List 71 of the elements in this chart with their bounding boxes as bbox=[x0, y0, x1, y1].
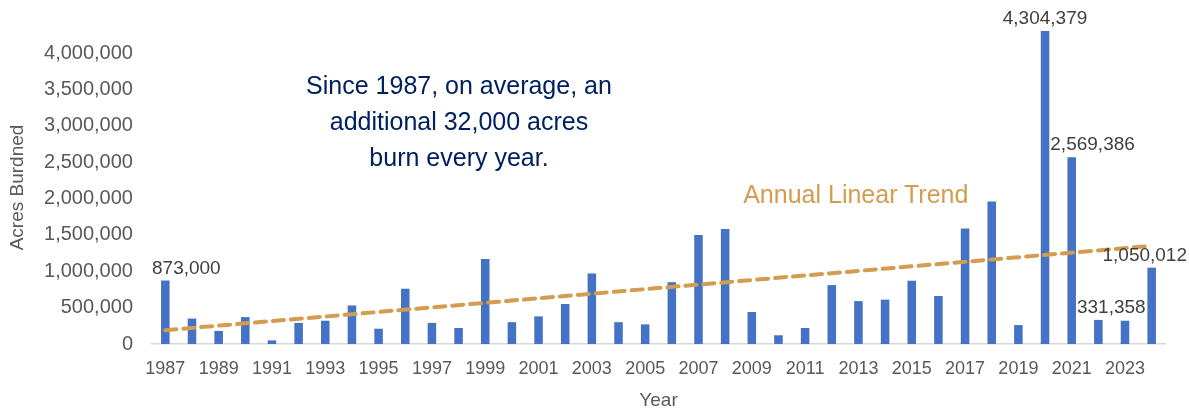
y-axis-title: Acres Burdned bbox=[5, 124, 27, 251]
bar bbox=[934, 296, 943, 344]
y-tick-label: 1,000,000 bbox=[44, 258, 133, 281]
bar bbox=[1040, 31, 1050, 344]
x-tick-label: 2013 bbox=[838, 357, 879, 378]
x-tick-label: 2003 bbox=[571, 357, 612, 378]
x-tick-label: 2017 bbox=[945, 357, 986, 378]
bar bbox=[800, 328, 810, 344]
x-tick-label: 2001 bbox=[518, 357, 559, 378]
x-tick-label: 2009 bbox=[731, 357, 772, 378]
bar bbox=[507, 322, 517, 344]
bar bbox=[587, 273, 597, 344]
y-tick-label: 2,000,000 bbox=[44, 186, 133, 209]
x-tick-label: 2007 bbox=[678, 357, 719, 378]
x-tick-label: 1989 bbox=[198, 357, 239, 378]
x-tick-label: 2023 bbox=[1104, 357, 1146, 378]
y-tick-label: 2,500,000 bbox=[44, 149, 133, 172]
bar bbox=[694, 234, 703, 344]
x-tick-label: 2019 bbox=[998, 357, 1039, 378]
bar bbox=[1014, 325, 1023, 344]
bar bbox=[854, 301, 863, 344]
bar bbox=[161, 280, 170, 344]
data-label: 1,050,012 bbox=[1102, 243, 1188, 265]
y-tick-label: 3,500,000 bbox=[44, 77, 133, 100]
bar bbox=[907, 280, 917, 344]
x-tick-label: 2011 bbox=[785, 357, 825, 378]
bar bbox=[614, 322, 623, 344]
x-tick-label: 1991 bbox=[251, 357, 292, 378]
x-tick-label: 2005 bbox=[625, 357, 666, 378]
x-tick-label: 1993 bbox=[305, 357, 346, 378]
y-tick-label: 1,500,000 bbox=[44, 222, 133, 245]
bar bbox=[987, 201, 996, 344]
bar bbox=[374, 328, 383, 344]
y-tick-label: 500,000 bbox=[60, 295, 133, 318]
bar bbox=[827, 285, 837, 344]
bar bbox=[880, 299, 890, 344]
data-label: 4,304,379 bbox=[1002, 7, 1088, 28]
bar bbox=[1120, 320, 1130, 344]
y-tick-label: 3,000,000 bbox=[44, 113, 133, 136]
x-tick-label: 1987 bbox=[145, 357, 186, 378]
bar bbox=[321, 320, 330, 344]
x-tick-label: 1999 bbox=[465, 357, 506, 378]
bar bbox=[774, 335, 783, 344]
y-tick-label: 0 bbox=[121, 331, 133, 354]
x-tick-label: 1997 bbox=[411, 357, 452, 378]
bar bbox=[560, 304, 570, 344]
bar bbox=[640, 324, 650, 344]
text: Annual Linear Trend bbox=[743, 180, 969, 209]
bar bbox=[1067, 157, 1076, 344]
bar bbox=[400, 288, 410, 344]
bar bbox=[747, 312, 757, 344]
bar bbox=[1147, 267, 1156, 344]
bar bbox=[214, 330, 223, 344]
data-label: 2,569,386 bbox=[1050, 133, 1135, 155]
bar bbox=[480, 258, 490, 344]
bar bbox=[534, 316, 543, 344]
x-axis-title: Year bbox=[639, 388, 679, 410]
bar bbox=[960, 228, 970, 344]
data-label: 873,000 bbox=[152, 256, 221, 278]
x-tick-label: 2021 bbox=[1051, 357, 1092, 378]
data-label: 331,358 bbox=[1076, 295, 1146, 317]
y-tick-label: 4,000,000 bbox=[44, 40, 133, 63]
bar bbox=[267, 340, 277, 344]
bar bbox=[427, 322, 437, 344]
annotation: Since 1987, on average, an additional 32,000 acres burn every year. bbox=[305, 70, 613, 173]
bar bbox=[294, 322, 303, 344]
bar bbox=[720, 229, 730, 344]
x-tick-label: 2015 bbox=[891, 357, 932, 378]
bar bbox=[1094, 319, 1103, 344]
bar bbox=[454, 328, 463, 344]
x-tick-label: 1995 bbox=[358, 357, 399, 378]
